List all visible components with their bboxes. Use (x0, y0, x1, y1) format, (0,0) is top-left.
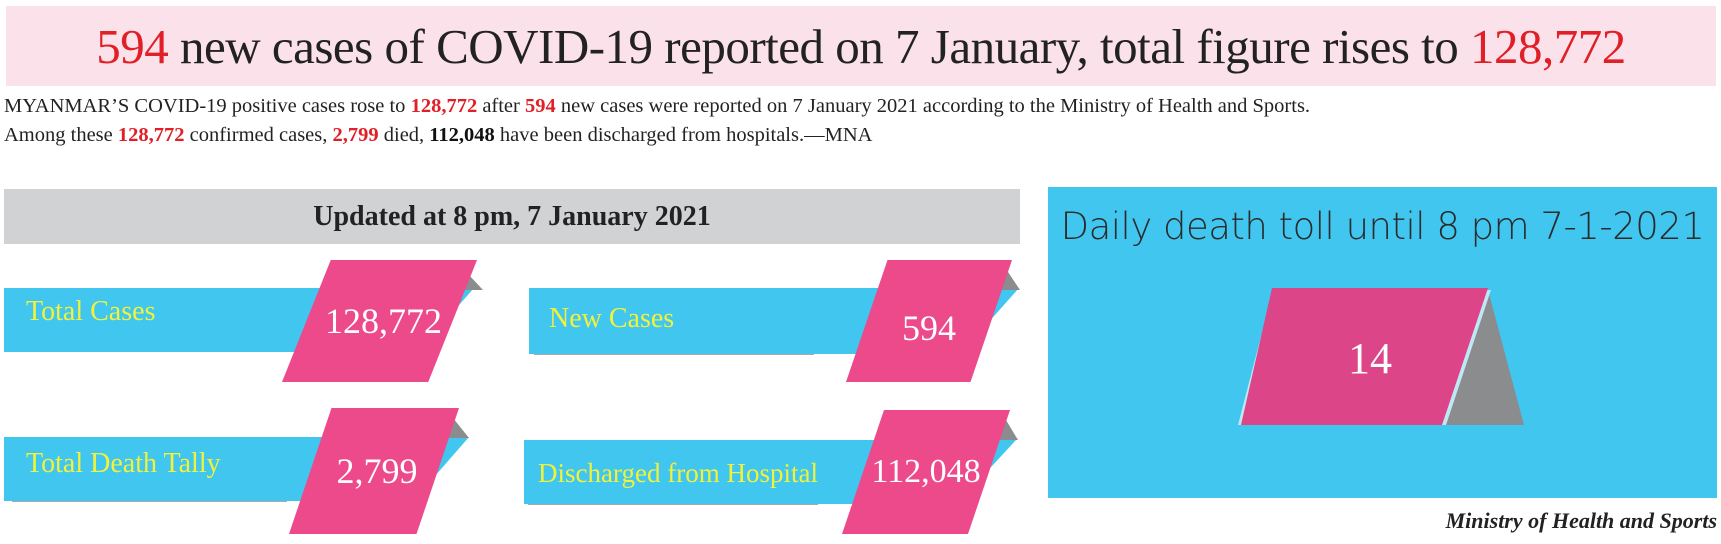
lede-new-cases: 594 (524, 95, 556, 117)
lede-line-1: MYANMAR’S COVID-19 positive cases rose t… (4, 92, 1718, 121)
headline-new-cases: 594 (96, 18, 169, 74)
card: 594 (846, 260, 1012, 382)
total-death-label: Total Death Tally (26, 448, 221, 479)
total-cases-value: 128,772 (325, 301, 442, 341)
lede-text: confirmed cases, (184, 124, 333, 146)
headline-text: new cases of COVID-19 reported on 7 Janu… (168, 18, 1471, 74)
new-cases-value: 594 (902, 308, 956, 348)
lede-text: died, (378, 124, 430, 146)
daily-death-card (1241, 288, 1488, 425)
lede-text: have been discharged from hospitals.—MNA (494, 124, 873, 146)
discharged-label: Discharged from Hospital (538, 458, 818, 488)
lede-paragraph: MYANMAR’S COVID-19 positive cases rose t… (4, 92, 1718, 150)
discharged-value: 112,048 (871, 453, 981, 490)
lede-total: 128,772 (410, 95, 478, 117)
lede-text: after (477, 95, 525, 117)
lede-discharged: 112,048 (429, 124, 495, 146)
lede-line-2: Among these 128,772 confirmed cases, 2,7… (4, 121, 1718, 150)
daily-death-title: Daily death toll until 8 pm 7-1-2021 (1060, 205, 1705, 248)
lede-total: 128,772 (117, 124, 185, 146)
headline-total: 128,772 (1470, 18, 1626, 74)
total-death-value: 2,799 (336, 451, 418, 491)
source-credit: Ministry of Health and Sports (1445, 508, 1717, 533)
lede-text: MYANMAR’S COVID-19 positive cases rose t… (4, 95, 411, 117)
lede-text: Among these (4, 124, 118, 146)
daily-death-value: 14 (1348, 334, 1392, 383)
daily-death-flap (1442, 290, 1524, 425)
lede-died: 2,799 (332, 124, 379, 146)
updated-label: Updated at 8 pm, 7 January 2021 (313, 200, 711, 232)
lede-text: new cases were reported on 7 January 202… (555, 95, 1311, 117)
total-cases-label: Total Cases (26, 296, 156, 327)
daily-death-panel: Daily death toll until 8 pm 7-1-2021 (1048, 187, 1717, 498)
new-cases-label: New Cases (549, 303, 675, 334)
headline: 594 new cases of COVID-19 reported on 7 … (6, 6, 1716, 86)
updated-bar: Updated at 8 pm, 7 January 2021 (4, 189, 1020, 244)
